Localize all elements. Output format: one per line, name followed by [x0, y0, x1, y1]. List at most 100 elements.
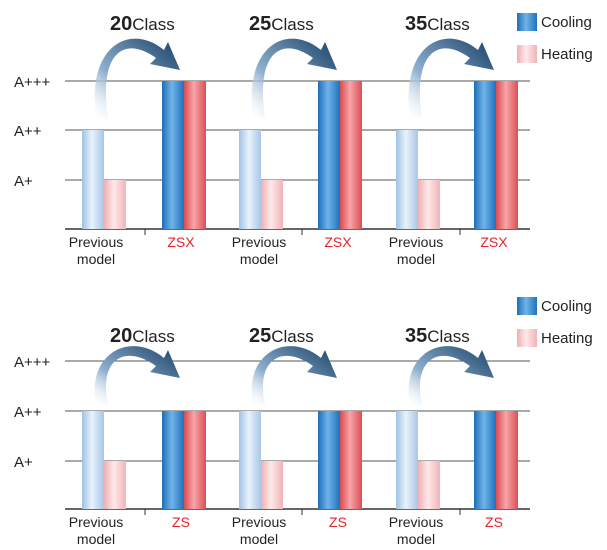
curved-arrow-icon	[408, 346, 494, 405]
class-group-20: 20Class Previous model ZS	[69, 325, 206, 547]
category-label-line: model	[240, 251, 278, 267]
category-label-line: ZS	[485, 514, 503, 530]
category-label-line: Previous	[232, 514, 286, 530]
group-title-unit: Class	[271, 15, 314, 34]
bar-heating	[261, 180, 283, 229]
category-label: Previous model	[389, 234, 443, 267]
category-label: ZSX	[480, 234, 508, 250]
category-label-line: ZS	[172, 514, 190, 530]
category-label-line: ZSX	[167, 234, 195, 250]
y-tick-label: A+	[14, 454, 33, 471]
category-label-line: ZSX	[324, 234, 352, 250]
group-title-unit: Class	[132, 327, 175, 346]
curved-arrow-icon	[408, 38, 494, 118]
category-label-line: model	[397, 251, 435, 267]
class-group-20: 20Class Previous model ZSX	[69, 13, 206, 267]
group-title-unit: Class	[427, 15, 470, 34]
group-title-number: 20	[110, 13, 132, 35]
category-label-line: Previous	[389, 234, 443, 250]
category-label: ZSX	[167, 234, 195, 250]
category-label-line: model	[77, 251, 115, 267]
legend-swatch-cooling	[517, 13, 537, 31]
category-label: Previous model	[69, 234, 123, 267]
group-title-number: 20	[110, 325, 132, 347]
bar-heating	[418, 461, 440, 509]
bar-cooling	[318, 411, 340, 509]
legend: Cooling Heating	[517, 13, 593, 63]
category-label: Previous model	[232, 234, 286, 267]
group-title-unit: Class	[271, 327, 314, 346]
curved-arrow-icon	[94, 38, 180, 118]
legend-label: Cooling	[541, 14, 592, 31]
category-label-line: ZSX	[480, 234, 508, 250]
bar-heating	[184, 411, 206, 509]
legend-label: Heating	[541, 46, 593, 63]
group-title-unit: Class	[132, 15, 175, 34]
category-label-line: Previous	[389, 514, 443, 530]
y-tick-label: A++	[14, 123, 42, 140]
group-title: 20Class	[110, 13, 175, 35]
bar-cooling	[239, 130, 261, 229]
y-tick-label: A+	[14, 173, 33, 190]
bar-cooling	[318, 81, 340, 229]
bar-heating	[104, 180, 126, 229]
bar-cooling	[162, 81, 184, 229]
group-title-unit: Class	[427, 327, 470, 346]
category-label: Previous model	[69, 514, 123, 545]
bar-heating	[104, 461, 126, 509]
curved-arrow-icon	[251, 346, 337, 405]
bar-heating	[496, 411, 518, 509]
bar-heating	[340, 411, 362, 509]
category-label: Previous model	[232, 514, 286, 545]
category-label: ZS	[172, 514, 190, 530]
bar-cooling	[82, 130, 104, 229]
class-group-35: 35Class Previous model ZSX	[389, 13, 518, 267]
legend-swatch-cooling	[517, 297, 537, 315]
group-title: 35Class	[405, 13, 470, 35]
bar-cooling	[162, 411, 184, 509]
bar-heating	[418, 180, 440, 229]
bar-cooling	[396, 411, 418, 509]
group-title: 25Class	[249, 325, 314, 347]
category-label-line: ZS	[329, 514, 347, 530]
class-group-25: 25Class Previous model ZSX	[232, 13, 362, 267]
bar-cooling	[474, 411, 496, 509]
curved-arrow-icon	[94, 346, 180, 405]
group-title-number: 25	[249, 325, 271, 347]
category-label-line: Previous	[232, 234, 286, 250]
legend: Cooling Heating	[517, 297, 593, 347]
category-label-line: Previous	[69, 514, 123, 530]
bar-heating	[496, 81, 518, 229]
bar-heating	[261, 461, 283, 509]
y-tick-label: A+++	[14, 354, 51, 371]
legend-swatch-heating	[517, 329, 537, 347]
bar-cooling	[474, 81, 496, 229]
bar-heating	[184, 81, 206, 229]
group-title: 20Class	[110, 325, 175, 347]
legend-label: Cooling	[541, 298, 592, 315]
curved-arrow-icon	[251, 38, 337, 118]
y-tick-label: A+++	[14, 74, 51, 91]
category-label-line: model	[240, 531, 278, 545]
category-label-line: Previous	[69, 234, 123, 250]
category-label-line: model	[77, 531, 115, 545]
category-label-line: model	[397, 531, 435, 545]
bar-cooling	[396, 130, 418, 229]
y-tick-label: A++	[14, 404, 42, 421]
group-title-number: 35	[405, 13, 427, 35]
category-label: ZSX	[324, 234, 352, 250]
legend-label: Heating	[541, 330, 593, 347]
group-title: 35Class	[405, 325, 470, 347]
legend-swatch-heating	[517, 45, 537, 63]
class-group-35: 35Class Previous model ZS	[389, 325, 518, 547]
group-title-number: 35	[405, 325, 427, 347]
bar-cooling	[82, 411, 104, 509]
category-label: ZS	[329, 514, 347, 530]
bar-cooling	[239, 411, 261, 509]
category-label: ZS	[485, 514, 503, 530]
category-label: Previous model	[389, 514, 443, 545]
